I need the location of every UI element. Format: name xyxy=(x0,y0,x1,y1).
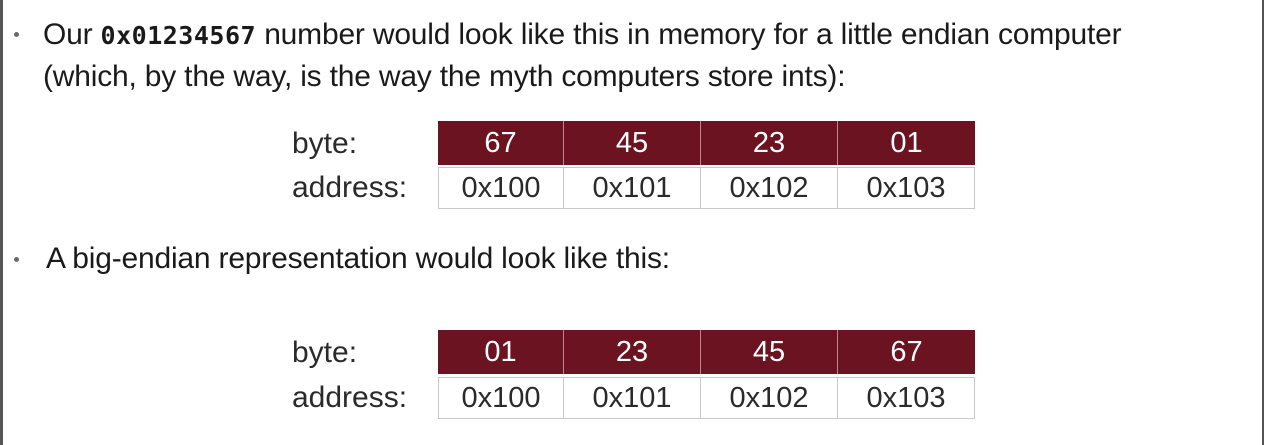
bullet-1-suffix: number would look like this in memory fo… xyxy=(256,18,1122,51)
be-byte-cell: 45 xyxy=(701,330,838,374)
be-byte-row: 01 23 45 67 xyxy=(438,330,975,374)
le-address-cell: 0x100 xyxy=(438,167,564,209)
be-address-row: 0x100 0x101 0x102 0x103 xyxy=(438,377,975,419)
be-address-label: address: xyxy=(292,381,408,414)
be-address-cell: 0x103 xyxy=(838,377,975,419)
be-byte-cell: 67 xyxy=(838,330,975,374)
bullet-dot-1 xyxy=(14,32,19,37)
be-byte-cell: 23 xyxy=(564,330,701,374)
le-byte-cell: 67 xyxy=(438,121,564,165)
le-address-row: 0x100 0x101 0x102 0x103 xyxy=(438,167,975,209)
be-address-cell: 0x100 xyxy=(438,377,564,419)
bullet-1-line-1: Our 0x01234567 number would look like th… xyxy=(43,14,1122,57)
be-byte-label: byte: xyxy=(292,336,358,369)
le-byte-row: 67 45 23 01 xyxy=(438,121,975,165)
bullet-1-prefix: Our xyxy=(43,18,101,51)
be-address-cell: 0x102 xyxy=(701,377,838,419)
be-address-cell: 0x101 xyxy=(564,377,701,419)
le-address-label: address: xyxy=(292,171,408,204)
le-address-cell: 0x101 xyxy=(564,167,701,209)
bullet-1-line-2: (which, by the way, is the way the myth … xyxy=(43,60,846,93)
le-byte-cell: 45 xyxy=(564,121,701,165)
le-byte-cell: 23 xyxy=(701,121,838,165)
hex-number-code: 0x01234567 xyxy=(100,21,257,50)
le-address-cell: 0x102 xyxy=(701,167,838,209)
le-byte-cell: 01 xyxy=(838,121,975,165)
be-byte-cell: 01 xyxy=(438,330,564,374)
le-address-cell: 0x103 xyxy=(838,167,975,209)
bullet-2-text: A big-endian representation would look l… xyxy=(46,242,670,275)
bullet-dot-2 xyxy=(14,257,19,262)
le-byte-label: byte: xyxy=(292,127,358,160)
